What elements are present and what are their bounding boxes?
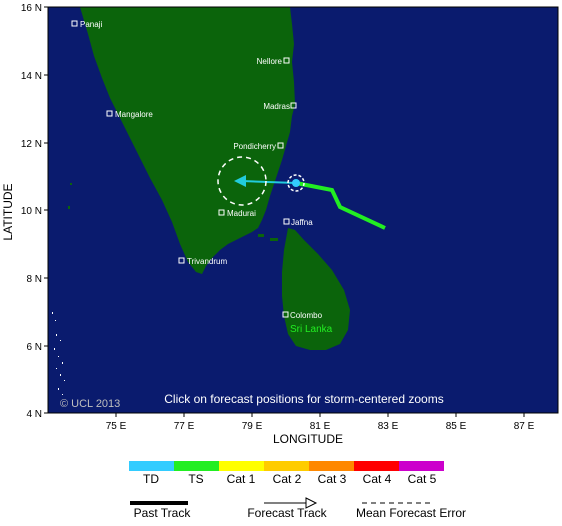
city-label-trivandrum: Trivandrum bbox=[187, 257, 227, 266]
x-axis: 75 E 77 E 79 E 81 E 83 E 85 E 87 E LONGI… bbox=[106, 413, 535, 446]
x-axis-title: LONGITUDE bbox=[273, 432, 343, 446]
city-marker bbox=[283, 218, 290, 225]
city-label-panaji: Panaji bbox=[80, 20, 102, 29]
y-tick-label: 4 N bbox=[26, 409, 42, 420]
legend-swatch-cat4 bbox=[354, 461, 399, 471]
y-tick-label: 8 N bbox=[26, 274, 42, 285]
x-tick-label: 85 E bbox=[446, 421, 467, 432]
legend-label-cat4: Cat 4 bbox=[363, 472, 392, 486]
city-label-madurai: Madurai bbox=[227, 209, 256, 218]
y-tick-label: 14 N bbox=[21, 71, 42, 82]
city-label-colombo: Colombo bbox=[290, 311, 323, 320]
y-tick-label: 10 N bbox=[21, 206, 42, 217]
legend-swatch-cat2 bbox=[264, 461, 309, 471]
x-tick-label: 83 E bbox=[378, 421, 399, 432]
city-label-nellore: Nellore bbox=[257, 57, 283, 66]
island bbox=[258, 234, 264, 237]
forecast-arrow-head-icon bbox=[234, 175, 246, 187]
y-axis: 16 N 14 N 12 N 10 N 8 N 6 N 4 N LATITUDE bbox=[1, 3, 48, 420]
current-position-error-circle bbox=[287, 174, 305, 192]
x-tick-label: 77 E bbox=[174, 421, 195, 432]
copyright-text: © UCL 2013 bbox=[60, 398, 120, 410]
legend-swatch-td bbox=[129, 461, 174, 471]
y-axis-title: LATITUDE bbox=[1, 183, 15, 240]
legend-label-cat3: Cat 3 bbox=[318, 472, 347, 486]
legend-label-cat5: Cat 5 bbox=[408, 472, 437, 486]
city-label-pondicherry: Pondicherry bbox=[233, 142, 276, 151]
x-tick-label: 75 E bbox=[106, 421, 127, 432]
forecast-track-key-arrow-icon bbox=[305, 497, 318, 509]
storm-position-marker[interactable] bbox=[292, 179, 300, 187]
city-marker bbox=[178, 257, 185, 264]
city-label-jaffna: Jaffna bbox=[291, 218, 313, 227]
maldives-islands bbox=[52, 312, 65, 395]
city-marker bbox=[106, 110, 113, 117]
india-landmass bbox=[80, 7, 295, 274]
past-track-key-label: Past Track bbox=[134, 506, 192, 520]
legend-swatch-cat3 bbox=[309, 461, 354, 471]
legend-label-cat1: Cat 1 bbox=[227, 472, 256, 486]
city-marker bbox=[290, 102, 297, 109]
y-tick-label: 6 N bbox=[26, 342, 42, 353]
city-marker bbox=[277, 142, 284, 149]
legend-label-ts: TS bbox=[188, 472, 203, 486]
forecast-error-circle[interactable] bbox=[217, 156, 267, 206]
x-tick-label: 87 E bbox=[514, 421, 535, 432]
country-label-sri-lanka: Sri Lanka bbox=[290, 324, 333, 335]
city-marker bbox=[218, 209, 225, 216]
city-markers: Panaji Nellore Madras Mangalore Pondiche… bbox=[71, 20, 323, 320]
zoom-notice: Click on forecast positions for storm-ce… bbox=[164, 392, 443, 406]
city-marker bbox=[283, 57, 290, 64]
legend-label-td: TD bbox=[143, 472, 159, 486]
city-label-mangalore: Mangalore bbox=[115, 110, 153, 119]
forecast-track-line bbox=[241, 180, 297, 184]
legend-swatch-cat1 bbox=[219, 461, 264, 471]
island bbox=[270, 238, 278, 241]
city-marker bbox=[282, 311, 289, 318]
mean-error-key-label: Mean Forecast Error bbox=[356, 506, 466, 520]
sri-lanka-landmass bbox=[282, 228, 350, 350]
legend-swatch-cat5 bbox=[399, 461, 444, 471]
track-legend: Past Track Forecast Track Mean Forecast … bbox=[130, 497, 466, 520]
y-tick-label: 12 N bbox=[21, 139, 42, 150]
x-tick-label: 79 E bbox=[242, 421, 263, 432]
legend-label-cat2: Cat 2 bbox=[273, 472, 302, 486]
past-track-line bbox=[295, 181, 386, 230]
island bbox=[68, 206, 70, 209]
island bbox=[70, 183, 72, 185]
city-label-madras: Madras bbox=[263, 102, 290, 111]
x-tick-label: 81 E bbox=[310, 421, 331, 432]
forecast-track-key-label: Forecast Track bbox=[247, 506, 327, 520]
city-marker bbox=[71, 20, 78, 27]
y-tick-label: 16 N bbox=[21, 3, 42, 14]
category-legend: TD TS Cat 1 Cat 2 Cat 3 Cat 4 Cat 5 bbox=[129, 461, 444, 486]
legend-swatch-ts bbox=[174, 461, 219, 471]
